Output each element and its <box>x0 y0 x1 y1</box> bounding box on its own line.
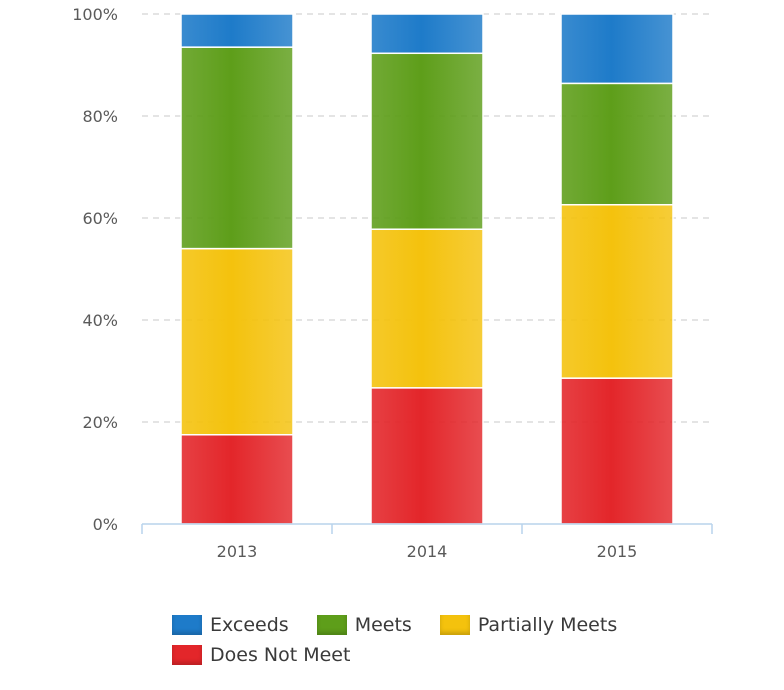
bar-segment-does-not-meet <box>180 434 294 525</box>
stacked-bar-chart: 0% 20% 40% 60% 80% 100% 2013 2014 2015 <box>72 5 713 561</box>
legend-item: Exceeds <box>172 614 289 636</box>
y-tick-label: 100% <box>72 5 118 24</box>
legend-swatch <box>316 615 347 635</box>
legend-label: Does Not Meet <box>210 644 351 666</box>
bar-segment-partially-meets <box>370 228 484 389</box>
y-axis: 0% 20% 40% 60% 80% 100% <box>72 5 118 534</box>
y-tick-label: 80% <box>82 107 118 126</box>
bar-segment-partially-meets <box>560 203 674 379</box>
bar-segment-partially-meets <box>180 247 294 436</box>
legend-row: Does Not Meet <box>172 640 692 670</box>
bar-segment-exceeds <box>560 13 674 85</box>
y-tick-label: 60% <box>82 209 118 228</box>
legend-item: Meets <box>316 614 412 636</box>
legend-swatch <box>439 615 470 635</box>
y-tick-label: 40% <box>82 311 118 330</box>
bar-segment-does-not-meet <box>370 387 484 525</box>
legend-item: Partially Meets <box>439 614 618 636</box>
bar-segment-exceeds <box>180 13 294 48</box>
legend-label: Meets <box>354 614 412 636</box>
legend-item: Does Not Meet <box>172 644 350 666</box>
bar-segment-meets <box>180 46 294 250</box>
x-tick-label: 2013 <box>217 542 258 561</box>
bar-segment-meets <box>370 52 484 230</box>
x-tick-label: 2014 <box>407 542 448 561</box>
bar-segment-does-not-meet <box>560 377 674 525</box>
y-tick-label: 0% <box>93 515 118 534</box>
legend-label: Exceeds <box>210 614 289 636</box>
x-axis: 2013 2014 2015 <box>141 523 713 561</box>
legend-label: Partially Meets <box>477 614 618 636</box>
legend: Exceeds Meets Partially Meets Does Not Meet <box>172 610 692 670</box>
bar-segment-meets <box>560 82 674 206</box>
x-tick-label: 2015 <box>597 542 638 561</box>
legend-row: Exceeds Meets Partially Meets <box>172 610 692 640</box>
bar-segment-exceeds <box>370 13 484 55</box>
bars <box>180 13 674 525</box>
legend-swatch <box>172 615 202 635</box>
legend-swatch <box>172 645 202 665</box>
y-tick-label: 20% <box>82 413 118 432</box>
